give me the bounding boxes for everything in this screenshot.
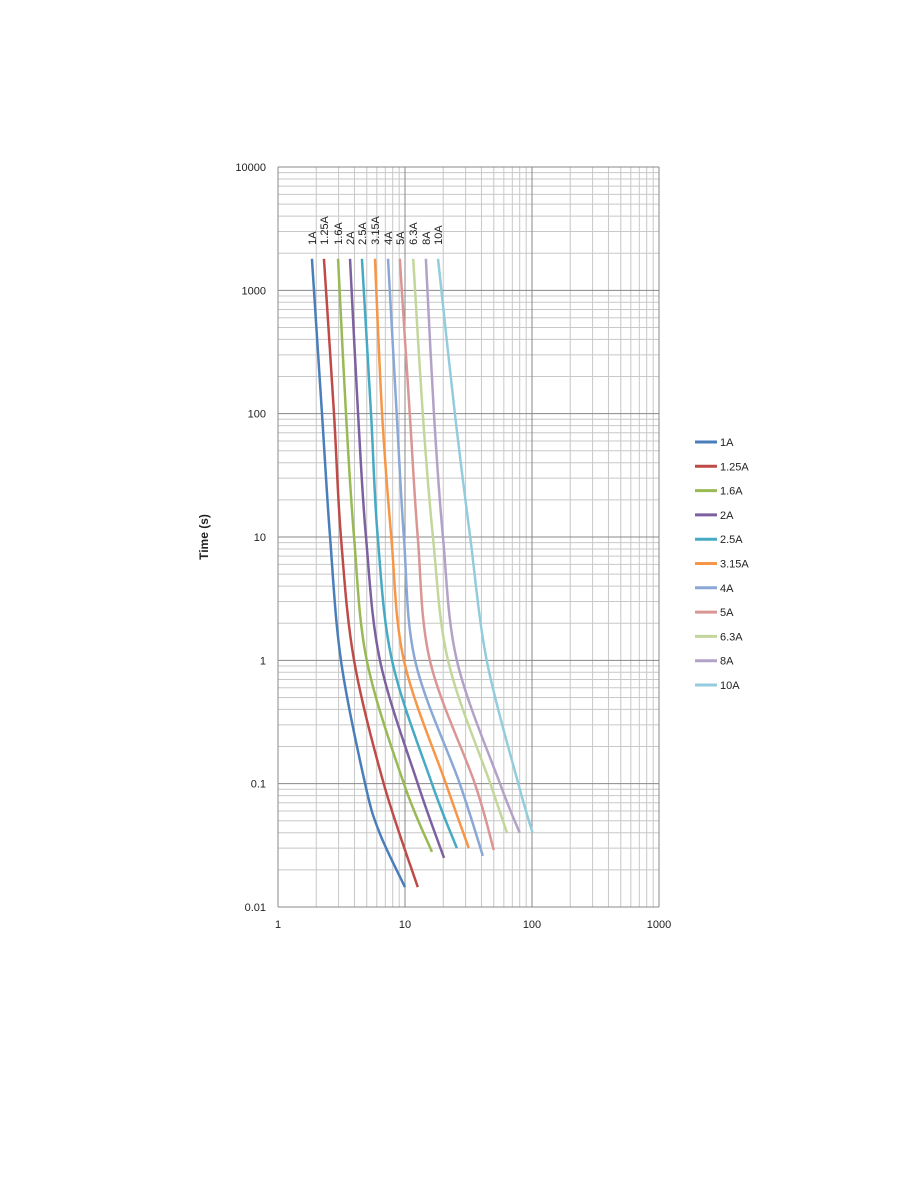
- legend-label: 1.25A: [720, 461, 749, 473]
- series-line: [411, 258, 509, 834]
- legend-label: 6.3A: [720, 631, 743, 643]
- curve-label: 2A: [345, 231, 357, 245]
- series-line: [322, 258, 419, 888]
- series-line: [398, 258, 495, 851]
- curve-label: 6.3A: [408, 222, 420, 245]
- curve-label: 1A: [307, 231, 319, 245]
- legend-label: 1A: [720, 437, 734, 449]
- series-line: [436, 258, 534, 834]
- series-line: [310, 258, 407, 888]
- series-line: [424, 258, 521, 834]
- curve-label: 8A: [421, 231, 433, 245]
- y-tick-label: 100: [248, 409, 266, 421]
- curve-label: 3.15A: [370, 215, 382, 244]
- legend-label: 2A: [720, 510, 734, 522]
- curve-label: 1.6A: [333, 222, 345, 245]
- y-tick-label: 0.1: [251, 779, 266, 791]
- series-line: [386, 258, 485, 857]
- x-tick-label: 1000: [647, 919, 671, 931]
- curve-label: 10A: [433, 225, 445, 245]
- series-line: [348, 258, 446, 859]
- y-tick-label: 0.01: [245, 902, 266, 914]
- legend-label: 3.15A: [720, 559, 749, 571]
- y-tick-label: 10000: [235, 162, 266, 174]
- x-tick-label: 100: [523, 919, 541, 931]
- legend-label: 10A: [720, 680, 740, 692]
- series-line: [360, 258, 459, 849]
- y-tick-label: 1000: [242, 285, 266, 297]
- legend-label: 4A: [720, 583, 734, 595]
- curve-label: 1.25A: [319, 215, 331, 244]
- legend-label: 8A: [720, 656, 734, 668]
- legend-label: 5A: [720, 607, 734, 619]
- x-tick-label: 10: [399, 919, 411, 931]
- series-line: [336, 258, 434, 853]
- y-tick-label: 10: [254, 532, 266, 544]
- curve-label: 2.5A: [357, 222, 369, 245]
- y-axis-label: Time (s): [197, 514, 211, 560]
- x-tick-label: 1: [275, 919, 281, 931]
- curve-label: 5A: [395, 231, 407, 245]
- series-line: [373, 258, 470, 849]
- curve-label: 4A: [383, 231, 395, 245]
- y-tick-label: 1: [260, 655, 266, 667]
- legend-label: 2.5A: [720, 534, 743, 546]
- legend-label: 1.6A: [720, 486, 743, 498]
